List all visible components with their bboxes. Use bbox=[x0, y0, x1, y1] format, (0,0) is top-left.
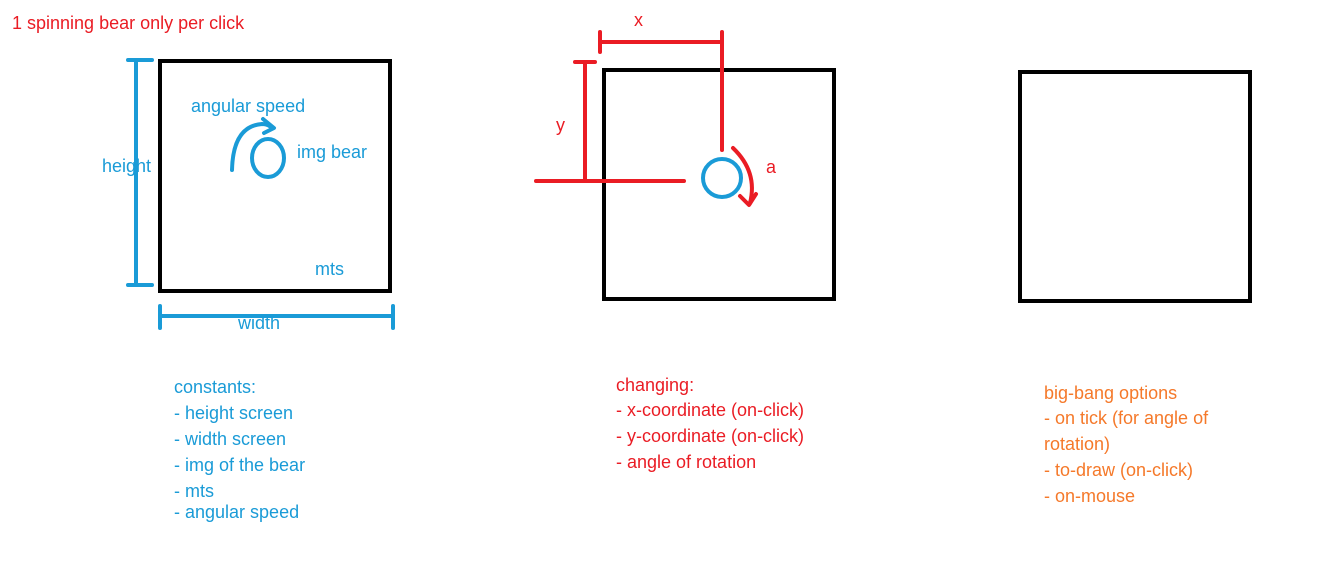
scene-frame-constants bbox=[158, 59, 392, 293]
list-item: - height screen bbox=[174, 403, 294, 423]
list-item: - width screen bbox=[174, 429, 287, 449]
angle-label: a bbox=[766, 157, 777, 177]
constants-list: - height screen - width screen - img of … bbox=[174, 400, 305, 525]
scene-frame-changing bbox=[602, 68, 836, 301]
x-coordinate-line bbox=[598, 30, 724, 152]
x-label: x bbox=[634, 10, 643, 30]
constants-heading: constants: bbox=[174, 377, 257, 397]
height-label: height bbox=[102, 156, 152, 176]
big-bang-heading: big-bang options bbox=[1044, 383, 1178, 403]
scene-frame-bigbang bbox=[1018, 70, 1252, 303]
angular-speed-arrow bbox=[230, 117, 276, 172]
img-bear-label: img bear bbox=[297, 142, 368, 162]
list-item: - img of the bear bbox=[174, 455, 306, 475]
list-item: - x-coordinate (on-click) bbox=[616, 400, 805, 420]
list-item: - mts bbox=[174, 481, 214, 501]
list-item: - angular speed bbox=[174, 502, 300, 522]
list-item: - on tick (for angle of bbox=[1044, 408, 1209, 428]
page-title: 1 spinning bear only per click bbox=[12, 13, 245, 33]
width-label: width bbox=[238, 313, 281, 333]
bear-position-circle bbox=[701, 157, 743, 199]
big-bang-list: - on tick (for angle of rotation) - to-d… bbox=[1044, 405, 1208, 509]
list-item: rotation) bbox=[1044, 434, 1111, 454]
height-dimension-line bbox=[126, 58, 154, 287]
list-item: - y-coordinate (on-click) bbox=[616, 426, 805, 446]
list-item: - on-mouse bbox=[1044, 486, 1136, 506]
angular-speed-label: angular speed bbox=[191, 96, 306, 116]
y-coordinate-line bbox=[534, 60, 686, 183]
width-dimension-line bbox=[158, 304, 395, 330]
bear-image-circle bbox=[250, 137, 286, 179]
list-item: - to-draw (on-click) bbox=[1044, 460, 1194, 480]
changing-heading: changing: bbox=[616, 375, 695, 395]
list-item: - angle of rotation bbox=[616, 452, 757, 472]
mts-label: mts bbox=[315, 259, 344, 279]
rotation-angle-arrow bbox=[731, 146, 758, 207]
y-label: y bbox=[556, 115, 565, 135]
changing-list: - x-coordinate (on-click) - y-coordinate… bbox=[616, 397, 804, 475]
